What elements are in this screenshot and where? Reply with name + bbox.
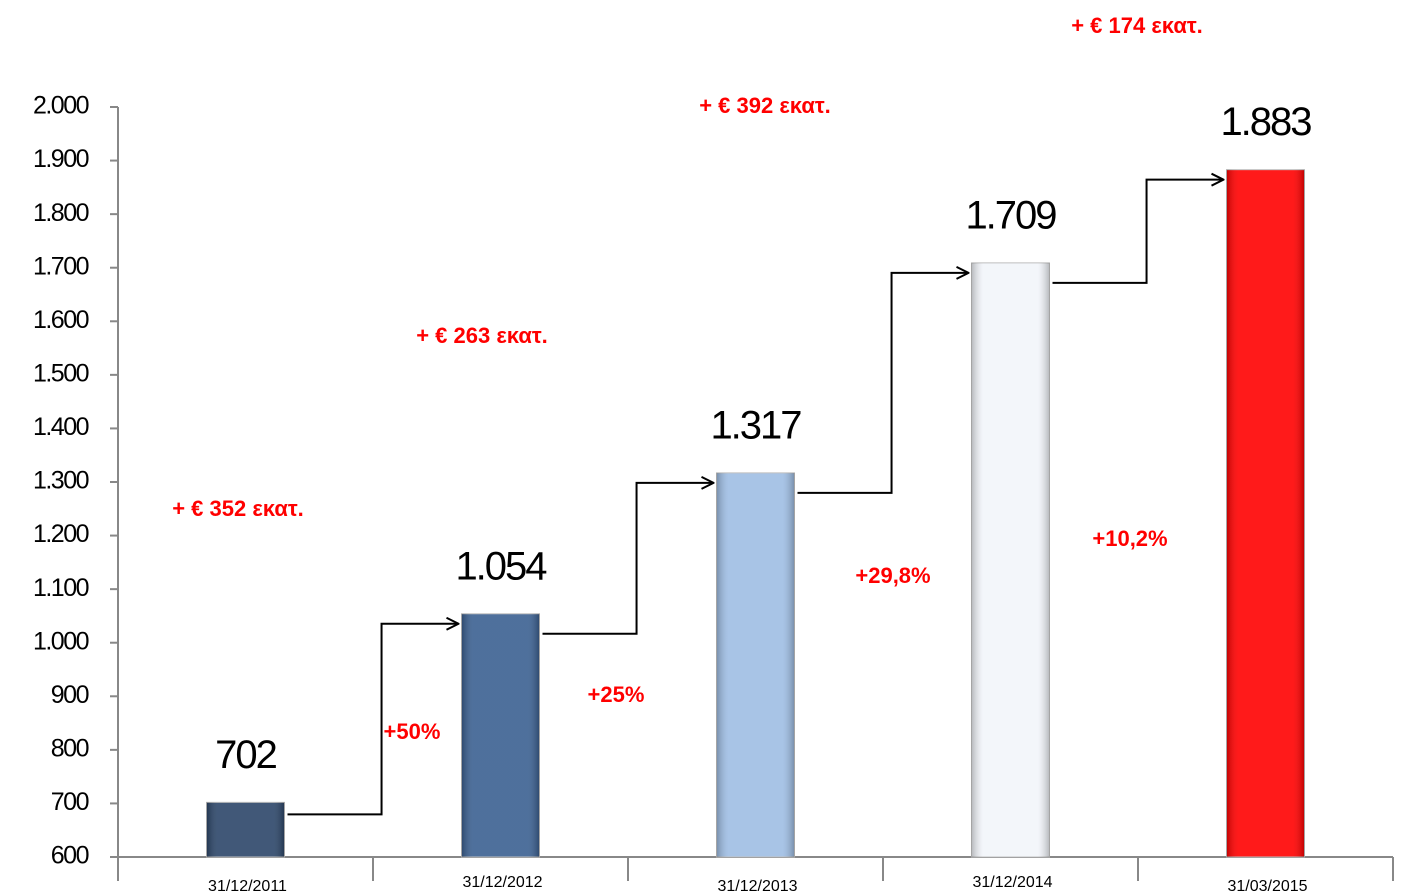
value-label: 702 bbox=[215, 733, 276, 777]
y-tick-label: 2.000 bbox=[33, 92, 89, 120]
y-tick-label: 1.700 bbox=[33, 252, 89, 280]
y-tick-label: 800 bbox=[51, 734, 89, 762]
x-tick-label: 31/12/2014 bbox=[972, 874, 1052, 891]
value-label: 1.883 bbox=[1220, 100, 1311, 144]
step-arrow bbox=[797, 273, 969, 494]
bar-shine bbox=[1226, 169, 1305, 857]
y-tick-label: 1.800 bbox=[33, 199, 89, 227]
y-tick-label: 1.200 bbox=[33, 520, 89, 548]
annotation: +10,2% bbox=[1092, 526, 1167, 551]
annotation: +25% bbox=[588, 682, 645, 707]
value-label: 1.054 bbox=[455, 544, 547, 588]
y-tick-label: 1.600 bbox=[33, 306, 89, 334]
value-label: 1.317 bbox=[710, 403, 801, 447]
x-tick-label: 31/12/2011 bbox=[208, 878, 287, 895]
annotation: + € 263 εκατ. bbox=[416, 323, 548, 348]
annotation: + € 352 εκατ. bbox=[172, 496, 304, 521]
step-arrow bbox=[542, 483, 714, 635]
y-tick-label: 1.000 bbox=[33, 627, 89, 655]
y-tick-label: 900 bbox=[51, 681, 89, 709]
y-tick-label: 1.900 bbox=[33, 145, 89, 173]
y-tick-label: 1.400 bbox=[33, 413, 89, 441]
bar-shine bbox=[716, 472, 795, 857]
y-tick-label: 1.300 bbox=[33, 467, 89, 495]
y-tick-label: 1.500 bbox=[33, 359, 89, 387]
x-tick-label: 31/12/2013 bbox=[717, 878, 797, 895]
y-tick-label: 600 bbox=[51, 842, 89, 870]
bar-shine bbox=[206, 802, 285, 857]
step-arrow bbox=[287, 624, 459, 816]
y-tick-label: 1.100 bbox=[33, 574, 89, 602]
bar-shine bbox=[461, 613, 540, 857]
annotation: + € 174 εκατ. bbox=[1071, 13, 1203, 38]
step-arrow bbox=[1052, 180, 1224, 284]
x-tick-label: 31/12/2012 bbox=[462, 874, 542, 891]
annotation: +29,8% bbox=[855, 563, 930, 588]
annotation: + € 392 εκατ. bbox=[699, 93, 831, 118]
bar-shine bbox=[971, 262, 1050, 858]
value-label: 1.709 bbox=[965, 193, 1056, 237]
x-tick-label: 31/03/2015 bbox=[1227, 878, 1307, 895]
annotation: +50% bbox=[384, 719, 441, 744]
y-tick-label: 700 bbox=[51, 788, 89, 816]
